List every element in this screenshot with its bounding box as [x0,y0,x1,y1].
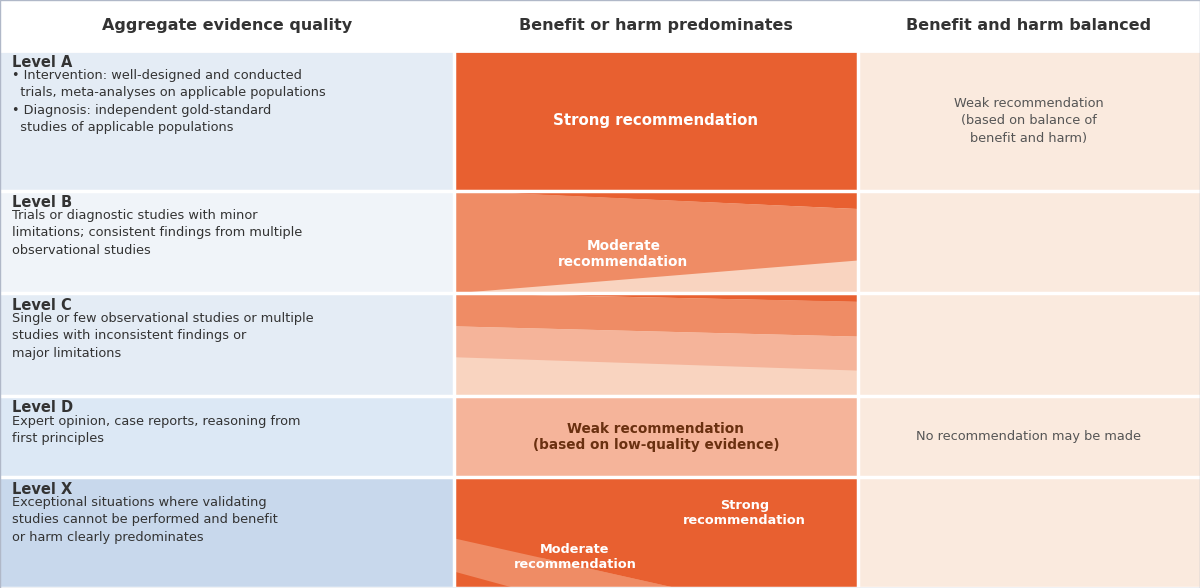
Bar [454,477,858,588]
Bar [858,477,1200,588]
Bar [0,0,1200,51]
Bar [858,51,1200,191]
Polygon shape [454,191,858,293]
Text: Level C: Level C [12,298,72,313]
Bar [0,191,454,293]
Bar [858,293,1200,396]
Text: Level D: Level D [12,400,73,416]
Bar [858,191,1200,293]
Text: Weak recommendation
(based on low-quality evidence): Weak recommendation (based on low-qualit… [533,422,779,452]
Polygon shape [454,191,858,209]
Polygon shape [454,477,858,588]
Text: Level A: Level A [12,55,72,70]
Text: Level B: Level B [12,195,72,210]
Bar [454,477,858,588]
Text: Moderate
recommendation: Moderate recommendation [558,239,689,269]
Text: Strong
recommendation: Strong recommendation [683,499,806,527]
Text: Level X: Level X [12,482,72,497]
Bar [0,293,454,396]
Text: Strong recommendation: Strong recommendation [553,113,758,128]
Text: Benefit or harm predominates: Benefit or harm predominates [518,18,793,33]
Bar [454,51,858,191]
Text: Aggregate evidence quality: Aggregate evidence quality [102,18,352,33]
Bar [454,396,858,477]
Text: Trials or diagnostic studies with minor
limitations; consistent findings from mu: Trials or diagnostic studies with minor … [12,209,302,257]
Text: • Intervention: well-designed and conducted
  trials, meta-analyses on applicabl: • Intervention: well-designed and conduc… [12,69,325,134]
Bar [0,51,454,191]
Text: Expert opinion, case reports, reasoning from
first principles: Expert opinion, case reports, reasoning … [12,415,300,445]
Polygon shape [454,293,858,337]
Text: Moderate
recommendation: Moderate recommendation [514,543,636,571]
Polygon shape [454,477,858,588]
Text: Single or few observational studies or multiple
studies with inconsistent findin: Single or few observational studies or m… [12,312,313,360]
Text: Exceptional situations where validating
studies cannot be performed and benefit
: Exceptional situations where validating … [12,496,277,544]
Polygon shape [454,293,858,302]
Bar [0,396,454,477]
Bar [454,293,858,396]
Text: Weak recommendation
(based on balance of
benefit and harm): Weak recommendation (based on balance of… [954,96,1104,145]
Bar [454,191,858,293]
Polygon shape [454,326,858,370]
Text: Benefit and harm balanced: Benefit and harm balanced [906,18,1152,33]
Polygon shape [454,477,858,588]
Text: No recommendation may be made: No recommendation may be made [917,430,1141,443]
Polygon shape [454,538,676,588]
Bar [0,477,454,588]
Bar [858,396,1200,477]
